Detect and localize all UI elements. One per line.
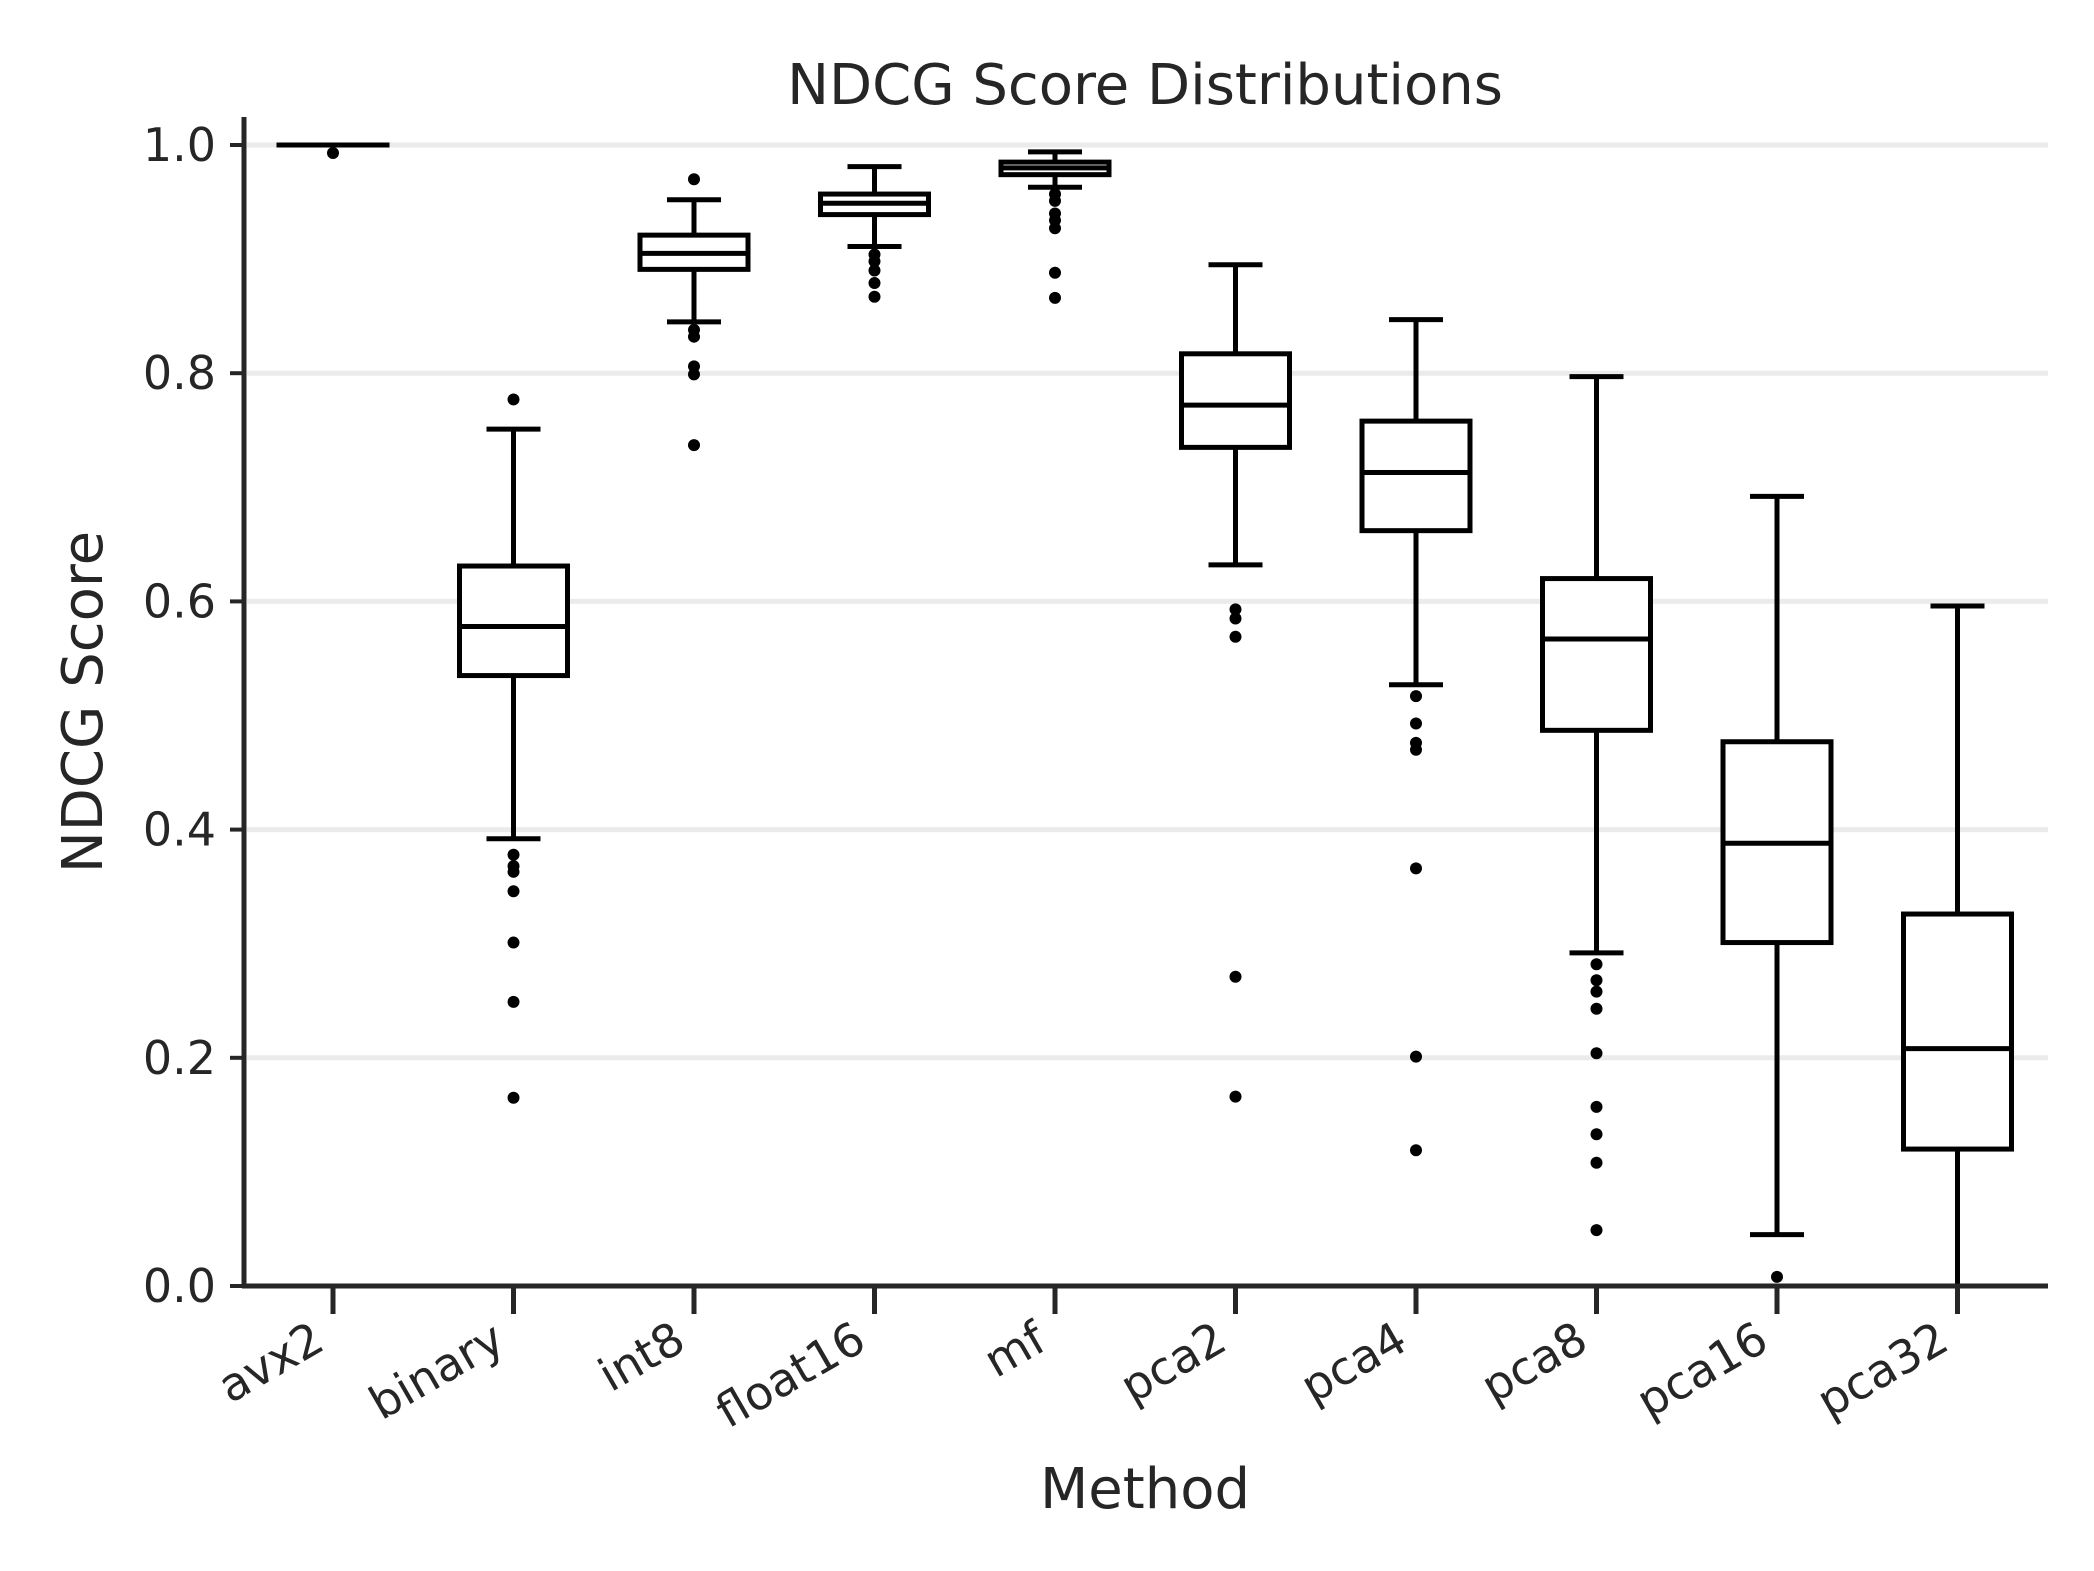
outlier-pca8-6 bbox=[1590, 1128, 1603, 1141]
outlier-pca8-4 bbox=[1590, 1047, 1603, 1060]
x-tick-label-pca8: pca8 bbox=[1472, 1311, 1596, 1414]
x-tick-label-pca16: pca16 bbox=[1627, 1311, 1776, 1428]
outlier-mf-5 bbox=[1049, 266, 1061, 279]
outlier-pca8-5 bbox=[1590, 1100, 1603, 1113]
box-pca4 bbox=[1359, 317, 1473, 1157]
outlier-binary-6 bbox=[507, 995, 520, 1008]
outlier-float16-4 bbox=[868, 290, 881, 303]
outlier-binary-5 bbox=[507, 936, 520, 949]
y-tick-label-0.8: 0.8 bbox=[143, 346, 216, 400]
box-series bbox=[276, 142, 2014, 1289]
outlier-pca8-2 bbox=[1590, 985, 1603, 998]
outlier-pca8-7 bbox=[1590, 1156, 1603, 1169]
box-body-pca32 bbox=[1901, 911, 2014, 1152]
outlier-mf-6 bbox=[1049, 291, 1061, 304]
x-ticks: avx2 binary int8 float16 mf pca2 pca4 pca8 pca16… bbox=[209, 1286, 1960, 1439]
box-float16 bbox=[818, 164, 931, 303]
outlier-int8-0 bbox=[688, 173, 700, 186]
box-pca8 bbox=[1540, 374, 1653, 1237]
outlier-pca8-3 bbox=[1590, 1002, 1603, 1015]
y-axis-title: NDCG Score bbox=[51, 531, 116, 873]
outlier-mf-1 bbox=[1049, 194, 1061, 207]
outlier-pca4-5 bbox=[1410, 1050, 1422, 1063]
x-tick-label-mf: mf bbox=[975, 1310, 1056, 1388]
outlier-pca4-1 bbox=[1410, 717, 1422, 730]
outlier-pca8-1 bbox=[1590, 974, 1603, 987]
chart-title: NDCG Score Distributions bbox=[787, 53, 1503, 118]
outlier-pca4-6 bbox=[1410, 1144, 1422, 1157]
box-int8 bbox=[637, 173, 751, 452]
y-tick-label-0.0: 0.0 bbox=[143, 1259, 216, 1313]
x-tick-label-avx2: avx2 bbox=[209, 1311, 333, 1414]
outlier-pca2-1 bbox=[1229, 612, 1242, 625]
outlier-binary-7 bbox=[507, 1091, 520, 1104]
outlier-float16-2 bbox=[868, 264, 881, 277]
outlier-int8-5 bbox=[688, 439, 700, 452]
y-tick-label-1.0: 1.0 bbox=[143, 118, 216, 172]
box-mf bbox=[998, 149, 1112, 304]
outlier-pca4-4 bbox=[1410, 862, 1422, 875]
box-pca32 bbox=[1901, 603, 2014, 1289]
outlier-pca2-4 bbox=[1229, 1090, 1242, 1103]
axes bbox=[241, 117, 2048, 1289]
box-body-pca8 bbox=[1540, 576, 1653, 733]
outlier-binary-4 bbox=[507, 885, 520, 898]
outlier-pca8-0 bbox=[1590, 958, 1603, 971]
box-avx2 bbox=[276, 142, 390, 159]
outlier-binary-0 bbox=[507, 393, 520, 406]
outlier-pca4-0 bbox=[1410, 690, 1422, 703]
outlier-binary-3 bbox=[507, 865, 520, 878]
outlier-pca2-0 bbox=[1229, 603, 1242, 616]
x-tick-label-pca32: pca32 bbox=[1808, 1311, 1957, 1428]
x-tick-label-pca2: pca2 bbox=[1111, 1311, 1235, 1414]
outlier-avx2-0 bbox=[327, 146, 339, 159]
y-ticks: 0.0 0.2 0.4 0.6 0.8 1.0 bbox=[143, 118, 244, 1313]
x-tick-label-pca4: pca4 bbox=[1292, 1311, 1416, 1414]
box-body-pca4 bbox=[1359, 418, 1473, 534]
outlier-binary-1 bbox=[507, 848, 520, 861]
outlier-pca2-2 bbox=[1229, 630, 1242, 643]
box-pca16 bbox=[1720, 493, 1834, 1283]
outlier-int8-4 bbox=[688, 368, 700, 381]
outlier-float16-3 bbox=[868, 277, 881, 290]
x-tick-label-binary: binary bbox=[360, 1311, 513, 1430]
outlier-pca2-3 bbox=[1229, 970, 1242, 983]
x-axis-title: Method bbox=[1040, 1457, 1250, 1522]
y-tick-label-0.4: 0.4 bbox=[143, 803, 216, 857]
x-tick-label-int8: int8 bbox=[589, 1311, 693, 1402]
y-tick-label-0.6: 0.6 bbox=[143, 574, 216, 628]
box-body-binary bbox=[457, 563, 570, 679]
outlier-pca4-3 bbox=[1410, 743, 1422, 756]
y-tick-label-0.2: 0.2 bbox=[143, 1031, 216, 1085]
outlier-pca8-8 bbox=[1590, 1224, 1603, 1237]
box-pca2 bbox=[1179, 262, 1292, 1103]
box-body-pca2 bbox=[1179, 351, 1292, 450]
outlier-pca16-0 bbox=[1771, 1270, 1783, 1283]
box-binary bbox=[457, 393, 570, 1104]
x-tick-label-float16: float16 bbox=[707, 1311, 874, 1439]
outlier-float16-1 bbox=[868, 255, 881, 268]
outlier-int8-2 bbox=[688, 330, 700, 343]
outlier-mf-4 bbox=[1049, 222, 1061, 235]
